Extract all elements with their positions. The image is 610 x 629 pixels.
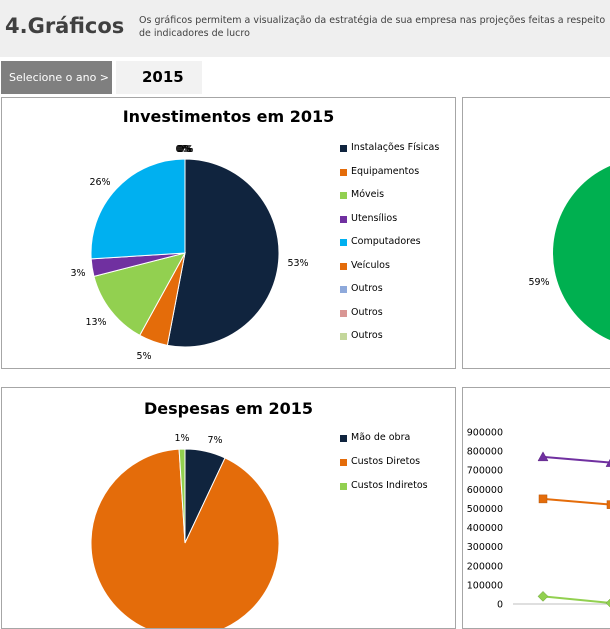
investments-legend-swatch	[340, 286, 347, 293]
investments-legend-swatch	[340, 262, 347, 270]
expenses-pie-chart: 7% 1%	[90, 433, 280, 628]
y-tick-label: 500000	[467, 504, 503, 515]
investments-data-label-4: 26%	[89, 177, 110, 188]
page-title: 4.Gráficos	[5, 14, 125, 38]
series-line-2	[542, 595, 610, 604]
investments-legend-label: Outros	[351, 283, 383, 294]
series-0-point	[605, 458, 610, 467]
y-tick-label: 900000	[467, 428, 503, 439]
investments-data-label-3: 3%	[70, 268, 85, 279]
investments-legend-label: Veículos	[351, 259, 390, 271]
investments-legend-label: Móveis	[351, 189, 385, 200]
expenses-legend-swatch	[340, 435, 347, 442]
second-pie-chart-panel: 59%	[462, 97, 610, 369]
investments-chart-panel: Investimentos em 2015 53% 5% 13% 3% 26% 0% 0% 0…	[1, 97, 456, 369]
investments-data-label-1: 5%	[136, 351, 151, 362]
series-line-1	[542, 497, 610, 506]
expenses-legend-label: Mão de obra	[351, 432, 411, 443]
series-2-point	[605, 598, 610, 608]
series-1-point	[606, 500, 610, 509]
investments-legend-swatch	[340, 145, 347, 152]
series-1-point	[538, 494, 548, 504]
investments-legend-swatch	[340, 168, 347, 176]
line-chart-panel: 900000 800000 700000 600000 500000 400000 3000…	[462, 387, 610, 629]
expenses-slice-custos-indiretos-2	[178, 448, 186, 544]
expenses-legend-label: Custos Diretos	[351, 456, 421, 467]
year-selector-value[interactable]: 2015	[116, 61, 202, 94]
investments-legend-label: Outros	[351, 306, 383, 318]
investments-legend-swatch	[340, 192, 347, 199]
expenses-data-label-2: 1%	[174, 433, 189, 444]
investments-data-label-7: 0%	[177, 144, 192, 155]
expenses-chart-panel: Despesas em 2015 7% 1% Mão de obra Custos …	[1, 387, 456, 629]
expenses-legend-label: Custos Indiretos	[351, 480, 428, 491]
investments-slice-moveis-2	[93, 252, 186, 337]
expenses-legend-swatch	[340, 483, 347, 490]
investments-legend: Instalações Físicas Equipamentos Móveis Ute…	[340, 142, 450, 352]
expenses-data-label-0: 7%	[207, 435, 222, 446]
series-2-point	[537, 591, 549, 602]
y-tick-label: 400000	[467, 523, 503, 534]
y-tick-label: 600000	[467, 485, 503, 496]
investments-legend-label: Computadores	[351, 236, 421, 247]
series-0-point	[537, 451, 549, 462]
year-selector-label: Selecione o ano >	[1, 61, 112, 94]
series-line-0	[542, 455, 610, 464]
expenses-legend-swatch	[340, 459, 347, 466]
investments-legend-label: Outros	[351, 330, 383, 341]
investments-legend-swatch	[340, 239, 347, 246]
investments-legend-label: Instalações Físicas	[351, 142, 440, 153]
investments-data-label-2: 13%	[85, 317, 106, 328]
line-chart: 900000 800000 700000 600000 500000 400000 3000…	[467, 428, 610, 611]
page-header: 4.Gráficos Os gráficos permitem a visual…	[0, 0, 610, 57]
investments-data-label-8: 0%	[178, 144, 193, 155]
y-tick-label: 700000	[467, 466, 503, 477]
expenses-slice-custos-diretos-1	[90, 448, 280, 628]
page-description: Os gráficos permitem a visualização da e…	[139, 15, 606, 39]
investments-data-label-5: 0%	[175, 144, 190, 155]
investments-data-label-0: 53%	[287, 258, 308, 269]
investments-chart-title: Investimentos em 2015	[122, 107, 335, 126]
expenses-chart-title: Despesas em 2015	[144, 399, 313, 418]
investments-legend-swatch	[340, 309, 347, 317]
investments-legend-label: Utensílios	[351, 212, 398, 224]
investments-legend-swatch	[340, 215, 347, 223]
expenses-legend: Mão de obra Custos Diretos Custos Indireto…	[340, 432, 450, 512]
second-pie-data-label: 59%	[528, 277, 549, 288]
investments-slice-instalacoes-fisicas-0	[166, 158, 280, 348]
second-pie-chart: 59%	[528, 165, 610, 341]
investments-slice-computadores-4	[90, 158, 186, 260]
investments-pie-chart: 53%5%13%3%26%0%0%0%0%	[70, 144, 308, 362]
y-tick-label: 800000	[467, 447, 503, 458]
investments-legend-swatch	[340, 333, 347, 340]
investments-legend-label: Equipamentos	[351, 165, 420, 177]
y-tick-label: 100000	[467, 580, 503, 591]
investments-data-label-6: 0%	[176, 144, 191, 155]
y-tick-label: 200000	[467, 561, 503, 572]
y-tick-label: 0	[497, 600, 503, 611]
second-pie-slice	[553, 165, 610, 341]
y-tick-label: 300000	[467, 542, 503, 553]
